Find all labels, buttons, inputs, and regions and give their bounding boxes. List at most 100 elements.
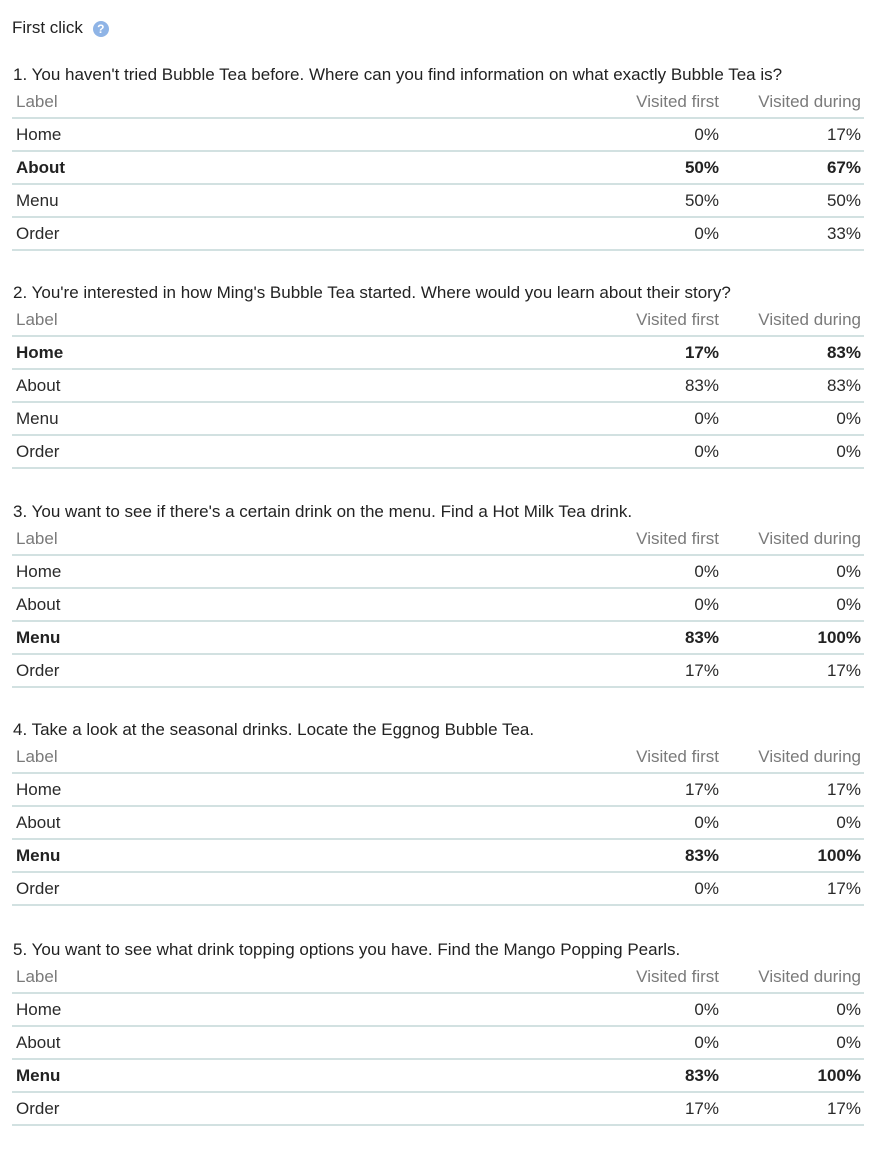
column-header-visited-during: Visited during	[722, 961, 864, 994]
table-row: Home 17% 17%	[12, 773, 864, 807]
table-row: Order 17% 17%	[12, 1092, 864, 1126]
column-header-label: Label	[12, 86, 588, 119]
question-section: 2. You're interested in how Ming's Bubbl…	[12, 282, 864, 469]
results-table: Label Visited first Visited during Home …	[12, 523, 864, 688]
visited-during-value: 17%	[722, 773, 864, 807]
column-header-visited-during: Visited during	[722, 86, 864, 119]
row-label: Home	[12, 555, 588, 589]
table-row: Menu 83% 100%	[12, 621, 864, 655]
visited-during-value: 100%	[722, 621, 864, 655]
column-header-visited-during: Visited during	[722, 304, 864, 337]
question-text: 1. You haven't tried Bubble Tea before. …	[13, 65, 783, 84]
table-row: Menu 83% 100%	[12, 839, 864, 873]
table-row: Menu 83% 100%	[12, 1059, 864, 1093]
table-row: Order 0% 17%	[12, 872, 864, 906]
table-header-row: Label Visited first Visited during	[12, 741, 864, 774]
row-label: Order	[12, 1092, 588, 1126]
table-header-row: Label Visited first Visited during	[12, 304, 864, 337]
column-header-visited-first: Visited first	[588, 961, 722, 994]
visited-during-value: 0%	[722, 1026, 864, 1060]
visited-during-value: 0%	[722, 555, 864, 589]
row-label: Menu	[12, 402, 588, 436]
table-row: Order 17% 17%	[12, 654, 864, 688]
question-text: 3. You want to see if there's a certain …	[13, 502, 633, 521]
row-label: About	[12, 151, 588, 185]
question-text: 2. You're interested in how Ming's Bubbl…	[13, 283, 731, 302]
row-label: Menu	[12, 1059, 588, 1093]
table-row: Menu 50% 50%	[12, 184, 864, 218]
table-row: About 0% 0%	[12, 588, 864, 622]
row-label: Order	[12, 654, 588, 688]
visited-during-value: 0%	[722, 402, 864, 436]
table-row: About 0% 0%	[12, 806, 864, 840]
row-label: Menu	[12, 621, 588, 655]
visited-first-value: 83%	[588, 369, 722, 403]
visited-during-value: 17%	[722, 654, 864, 688]
row-label: About	[12, 588, 588, 622]
help-icon[interactable]: ?	[92, 20, 109, 37]
column-header-label: Label	[12, 961, 588, 994]
visited-during-value: 0%	[722, 993, 864, 1027]
row-label: Menu	[12, 184, 588, 218]
visited-first-value: 17%	[588, 1092, 722, 1126]
question-text: 4. Take a look at the seasonal drinks. L…	[13, 720, 535, 739]
visited-during-value: 0%	[722, 806, 864, 840]
results-table: Label Visited first Visited during Home …	[12, 961, 864, 1126]
visited-during-value: 0%	[722, 588, 864, 622]
visited-first-value: 17%	[588, 336, 722, 370]
column-header-visited-during: Visited during	[722, 523, 864, 556]
table-header-row: Label Visited first Visited during	[12, 523, 864, 556]
visited-first-value: 83%	[588, 1059, 722, 1093]
visited-first-value: 50%	[588, 184, 722, 218]
table-row: About 50% 67%	[12, 151, 864, 185]
column-header-visited-first: Visited first	[588, 86, 722, 119]
column-header-label: Label	[12, 304, 588, 337]
visited-during-value: 33%	[722, 217, 864, 251]
visited-first-value: 0%	[588, 555, 722, 589]
column-header-visited-first: Visited first	[588, 523, 722, 556]
visited-first-value: 0%	[588, 588, 722, 622]
row-label: Order	[12, 435, 588, 469]
results-table: Label Visited first Visited during Home …	[12, 741, 864, 906]
visited-first-value: 0%	[588, 993, 722, 1027]
question-section: 5. You want to see what drink topping op…	[12, 939, 864, 1126]
visited-first-value: 83%	[588, 621, 722, 655]
column-header-visited-first: Visited first	[588, 304, 722, 337]
table-row: Home 0% 0%	[12, 555, 864, 589]
row-label: Order	[12, 217, 588, 251]
table-row: Home 0% 0%	[12, 993, 864, 1027]
visited-during-value: 17%	[722, 872, 864, 906]
visited-during-value: 50%	[722, 184, 864, 218]
results-table: Label Visited first Visited during Home …	[12, 86, 864, 251]
table-row: Home 17% 83%	[12, 336, 864, 370]
question-section: 1. You haven't tried Bubble Tea before. …	[12, 64, 864, 251]
row-label: About	[12, 369, 588, 403]
visited-during-value: 17%	[722, 1092, 864, 1126]
table-row: About 83% 83%	[12, 369, 864, 403]
visited-first-value: 0%	[588, 1026, 722, 1060]
column-header-label: Label	[12, 523, 588, 556]
column-header-visited-first: Visited first	[588, 741, 722, 774]
visited-first-value: 0%	[588, 435, 722, 469]
visited-first-value: 83%	[588, 839, 722, 873]
visited-during-value: 83%	[722, 336, 864, 370]
row-label: Order	[12, 872, 588, 906]
table-header-row: Label Visited first Visited during	[12, 86, 864, 119]
row-label: Home	[12, 993, 588, 1027]
results-table: Label Visited first Visited during Home …	[12, 304, 864, 469]
question-text: 5. You want to see what drink topping op…	[13, 940, 681, 959]
table-row: Menu 0% 0%	[12, 402, 864, 436]
table-row: Order 0% 0%	[12, 435, 864, 469]
visited-first-value: 0%	[588, 402, 722, 436]
row-label: Home	[12, 118, 588, 152]
visited-during-value: 83%	[722, 369, 864, 403]
table-header-row: Label Visited first Visited during	[12, 961, 864, 994]
visited-first-value: 0%	[588, 872, 722, 906]
visited-first-value: 0%	[588, 217, 722, 251]
row-label: Menu	[12, 839, 588, 873]
table-row: About 0% 0%	[12, 1026, 864, 1060]
table-row: Home 0% 17%	[12, 118, 864, 152]
page-title: First click	[12, 18, 83, 37]
row-label: Home	[12, 773, 588, 807]
visited-first-value: 17%	[588, 654, 722, 688]
